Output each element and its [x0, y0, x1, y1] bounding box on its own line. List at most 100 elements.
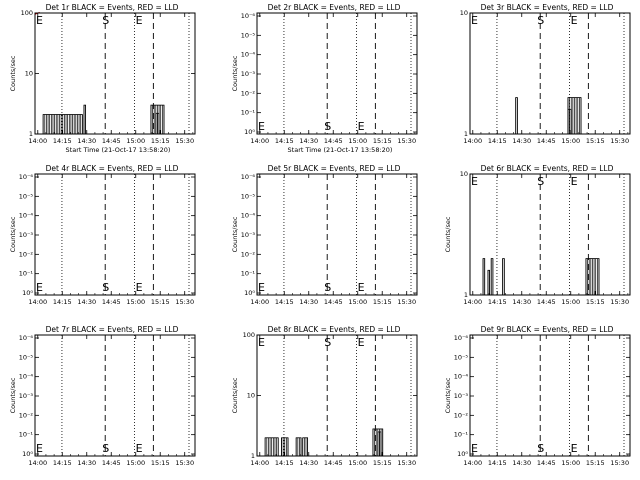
x-tick-label: 15:15	[373, 298, 392, 306]
x-tick-label: 15:00	[348, 137, 367, 145]
start-marker: S	[324, 281, 331, 294]
y-tick-label: 10⁻²	[19, 411, 34, 419]
end-marker: E	[136, 442, 143, 455]
x-axis-label: Start Time (21-Oct-17 13:58:20)	[288, 146, 393, 154]
chart-panel-2: Det 2r BLACK = Events, RED = LLD Counts/s…	[231, 3, 418, 154]
start-marker: S	[537, 175, 544, 188]
y-tick-label: 1	[464, 291, 468, 299]
y-tick-label: 10	[247, 392, 255, 400]
left-e-marker: E	[471, 14, 478, 27]
y-tick-label: 10⁻⁶	[19, 334, 34, 342]
y-axis-label: Counts/sec	[231, 55, 239, 91]
end-marker: E	[571, 442, 578, 455]
x-tick-label: 14:15	[488, 298, 507, 306]
start-marker: S	[102, 14, 109, 27]
x-tick-label: 14:15	[53, 459, 72, 467]
x-tick-label: 15:30	[397, 137, 416, 145]
start-marker: S	[537, 442, 544, 455]
x-tick-label: 15:15	[373, 137, 392, 145]
chart-panel-1: Det 1r BLACK = Events, RED = LLD Counts/s…	[9, 3, 196, 154]
x-tick-label: 15:15	[151, 137, 170, 145]
y-axis-label: Counts/sec	[231, 377, 239, 413]
x-tick-label: 14:45	[102, 298, 121, 306]
y-axis-label: Counts/sec	[9, 216, 17, 252]
y-tick-label: 10⁻³	[454, 392, 469, 400]
left-e-marker: E	[258, 336, 265, 349]
y-tick-label: 10⁰	[244, 128, 255, 136]
end-marker: E	[358, 281, 365, 294]
x-tick-label: 14:30	[77, 137, 96, 145]
x-tick-label: 14:15	[275, 298, 294, 306]
left-e-marker: E	[36, 14, 43, 27]
x-tick-label: 14:15	[53, 137, 72, 145]
plot-frame	[34, 334, 196, 457]
left-e-marker: E	[258, 120, 265, 133]
y-axis-label: Counts/sec	[444, 377, 452, 413]
plot-frame	[34, 173, 196, 296]
y-axis-label: Counts/sec	[231, 216, 239, 252]
x-tick-label: 15:00	[348, 298, 367, 306]
y-tick-label: 10⁻⁵	[241, 31, 256, 39]
x-tick-label: 15:00	[561, 298, 580, 306]
x-tick-label: 14:00	[28, 137, 47, 145]
y-tick-label: 10⁻⁴	[241, 51, 256, 59]
y-tick-label: 10	[460, 170, 468, 178]
start-marker: S	[324, 336, 331, 349]
y-axis-label: Counts/sec	[444, 216, 452, 252]
chart-title: Det 8r BLACK = Events, RED = LLD	[268, 325, 401, 334]
left-e-marker: E	[258, 281, 265, 294]
y-axis-label: Counts/sec	[9, 377, 17, 413]
y-tick-label: 10⁻⁵	[241, 192, 256, 200]
chart-panel-9: Det 9r BLACK = Events, RED = LLD Counts/s…	[444, 325, 631, 467]
y-tick-label: 10⁰	[457, 450, 468, 458]
x-tick-label: 14:45	[537, 459, 556, 467]
x-tick-label: 14:00	[250, 137, 269, 145]
x-tick-label: 14:15	[275, 137, 294, 145]
start-marker: S	[102, 442, 109, 455]
y-tick-label: 1	[251, 452, 255, 460]
y-tick-label: 10	[460, 9, 468, 17]
chart-title: Det 5r BLACK = Events, RED = LLD	[268, 164, 401, 173]
x-tick-label: 15:00	[126, 137, 145, 145]
y-tick-label: 1	[29, 130, 33, 138]
start-marker: S	[537, 14, 544, 27]
end-marker: E	[358, 120, 365, 133]
x-tick-label: 15:30	[397, 459, 416, 467]
x-tick-label: 14:00	[463, 137, 482, 145]
y-tick-label: 10⁻⁴	[454, 373, 469, 381]
end-marker: E	[358, 336, 365, 349]
y-tick-label: 10⁻⁴	[19, 212, 34, 220]
chart-panel-3: Det 3r BLACK = Events, RED = LLD S E E 14:00…	[460, 3, 631, 145]
x-tick-label: 14:30	[512, 298, 531, 306]
end-marker: E	[136, 14, 143, 27]
y-tick-label: 10⁻⁶	[241, 173, 256, 181]
y-tick-label: 1	[464, 130, 468, 138]
y-tick-label: 10⁻²	[241, 250, 256, 258]
chart-panel-8: Det 8r BLACK = Events, RED = LLD Counts/s…	[231, 325, 418, 467]
plot-frame	[256, 12, 418, 135]
x-tick-label: 15:15	[586, 137, 605, 145]
chart-panel-5: Det 5r BLACK = Events, RED = LLD Counts/s…	[231, 164, 418, 306]
left-e-marker: E	[471, 175, 478, 188]
x-tick-label: 14:30	[77, 459, 96, 467]
chart-title: Det 4r BLACK = Events, RED = LLD	[46, 164, 179, 173]
x-tick-label: 14:45	[537, 298, 556, 306]
y-tick-label: 10⁻³	[19, 392, 34, 400]
x-tick-label: 15:30	[175, 459, 194, 467]
x-tick-label: 15:00	[561, 459, 580, 467]
x-tick-label: 15:15	[373, 459, 392, 467]
end-marker: E	[136, 281, 143, 294]
x-tick-label: 14:15	[275, 459, 294, 467]
y-tick-label: 10⁰	[244, 289, 255, 297]
x-tick-label: 14:30	[299, 298, 318, 306]
y-tick-label: 10⁻⁵	[19, 192, 34, 200]
y-tick-label: 10⁻¹	[241, 270, 256, 278]
end-marker: E	[571, 175, 578, 188]
chart-panel-4: Det 4r BLACK = Events, RED = LLD Counts/s…	[9, 164, 196, 306]
chart-title: Det 6r BLACK = Events, RED = LLD	[481, 164, 614, 173]
chart-title: Det 2r BLACK = Events, RED = LLD	[268, 3, 401, 12]
chart-title: Det 9r BLACK = Events, RED = LLD	[481, 325, 614, 334]
x-tick-label: 15:00	[561, 137, 580, 145]
end-marker: E	[571, 14, 578, 27]
y-tick-label: 10⁻⁴	[19, 373, 34, 381]
